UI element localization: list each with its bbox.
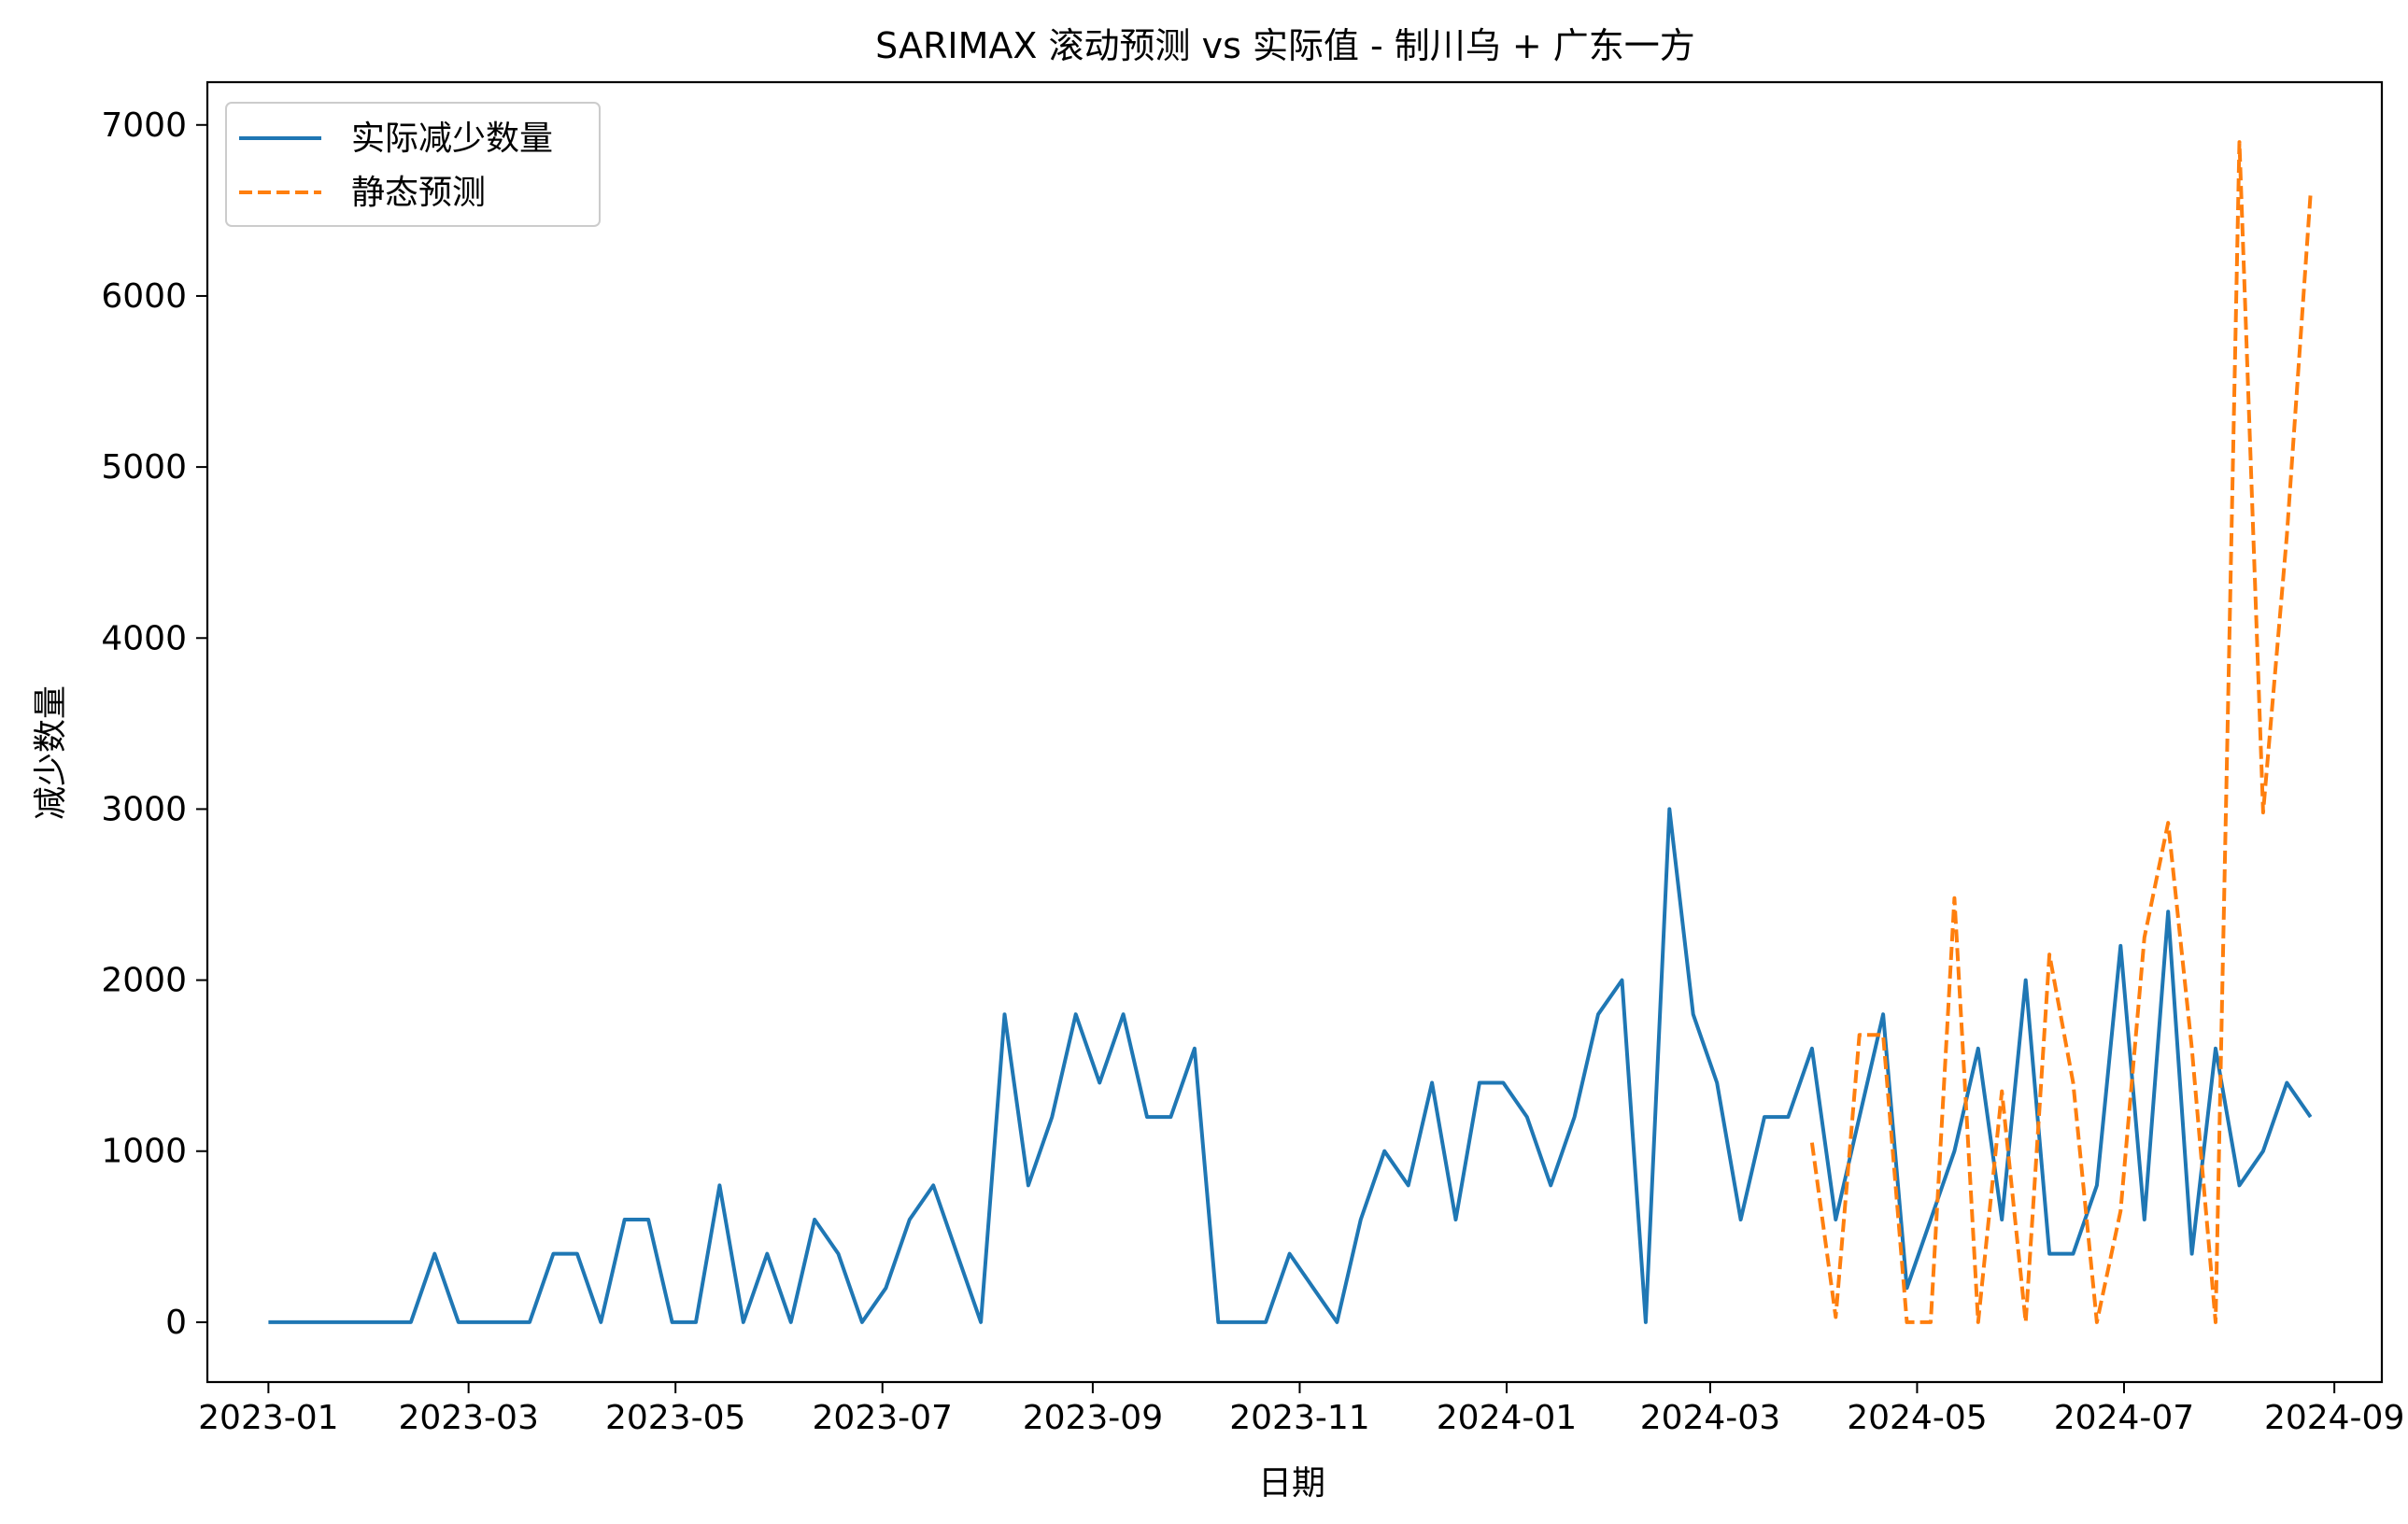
- series-layer: [268, 140, 2313, 1324]
- x-tick-label: 2023-05: [605, 1399, 745, 1437]
- y-tick-label: 3000: [101, 790, 187, 828]
- plot-frame: [205, 80, 2384, 1384]
- x-tick-label: 2024-07: [2054, 1399, 2194, 1437]
- y-tick-label: 2000: [101, 962, 187, 1000]
- series-line-forecast: [1809, 140, 2313, 1324]
- x-tick-label: 2023-07: [813, 1399, 953, 1437]
- x-tick-label: 2023-11: [1229, 1399, 1369, 1437]
- legend: 实际减少数量 静态预测: [225, 102, 601, 227]
- x-tick-label: 2023-01: [198, 1399, 338, 1437]
- x-tick-label: 2024-03: [1640, 1399, 1780, 1437]
- x-axis-label: 日期: [1258, 1464, 1325, 1503]
- x-axis: 2023-01 2023-03 2023-05 2023-07 2023-09 2023-…: [198, 1382, 2404, 1437]
- x-tick-label: 2023-09: [1023, 1399, 1163, 1437]
- y-tick-label: 5000: [101, 448, 187, 487]
- x-tick-label: 2024-05: [1847, 1399, 1987, 1437]
- y-axis-label: 减少数量: [32, 685, 70, 820]
- legend-label-forecast: 静态预测: [351, 174, 486, 212]
- x-tick-label: 2023-03: [398, 1399, 538, 1437]
- x-tick-label: 2024-09: [2264, 1399, 2404, 1437]
- plot-area: 2023-01 2023-03 2023-05 2023-07 2023-09 2023-…: [101, 80, 2404, 1437]
- y-tick-label: 4000: [101, 619, 187, 657]
- chart-title: SARIMAX 滚动预测 vs 实际值 - 制川乌 + 广东一方: [875, 25, 1695, 66]
- y-tick-label: 7000: [101, 106, 187, 145]
- y-axis: 0 1000 2000 3000 4000 5000 6000 7000: [101, 106, 207, 1342]
- legend-box: [225, 102, 601, 227]
- series-line-actual: [268, 807, 2313, 1324]
- y-tick-label: 6000: [101, 277, 187, 316]
- y-tick-label: 1000: [101, 1133, 187, 1171]
- y-tick-label: 0: [165, 1304, 187, 1342]
- x-tick-label: 2024-01: [1437, 1399, 1577, 1437]
- legend-label-actual: 实际减少数量: [351, 120, 553, 158]
